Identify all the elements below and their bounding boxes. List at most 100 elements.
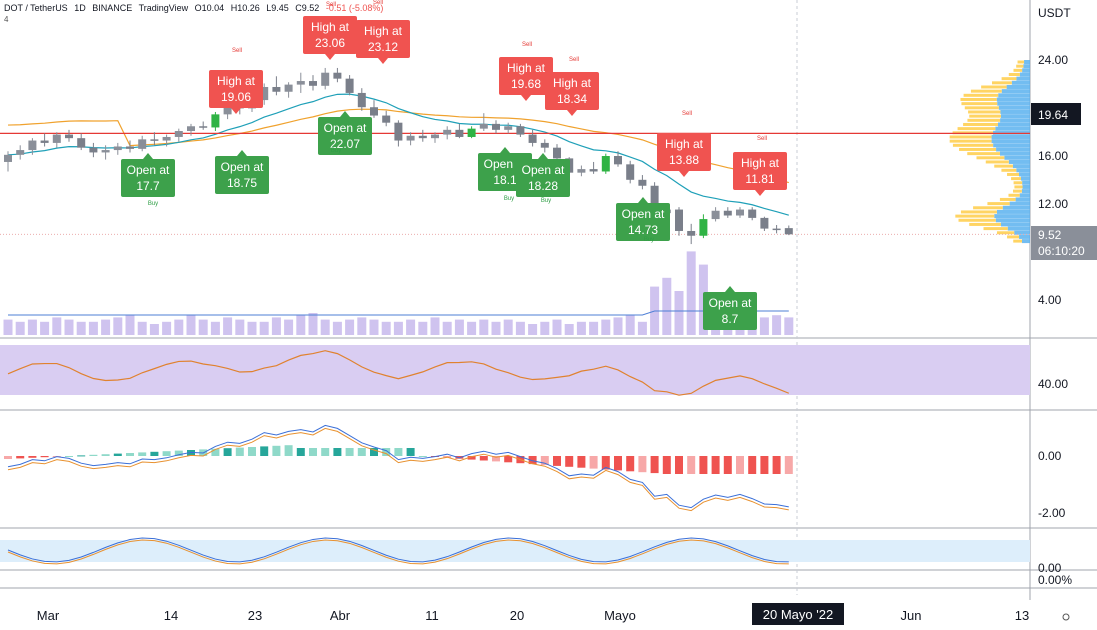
candle-body[interactable] [174,131,183,137]
candle-body[interactable] [784,228,793,235]
candle-body[interactable] [162,136,171,141]
volume-profile-bar [991,139,1030,144]
macd-histogram-bar [16,456,25,459]
candle-body[interactable] [150,139,159,141]
candle-body[interactable] [113,146,122,151]
volume-bar [235,319,245,335]
signal-value: 11.81 [745,172,774,186]
candle-body[interactable] [187,126,195,132]
candle-body[interactable] [309,81,317,86]
signal-box[interactable] [499,57,553,95]
signal-box[interactable] [516,159,570,197]
candle-body[interactable] [65,134,73,139]
candle-body[interactable] [272,86,281,92]
macd-histogram-bar [333,448,342,456]
candle-body[interactable] [77,138,86,148]
candle-body[interactable] [687,230,696,236]
signal-box[interactable] [318,117,372,155]
candle-body[interactable] [284,84,293,92]
candle-body[interactable] [492,123,500,130]
candle-body[interactable] [736,209,744,216]
candle-body[interactable] [370,107,378,116]
volume-profile-bar [1022,184,1030,189]
indicator-count: 4 [4,15,9,24]
candle-body[interactable] [418,135,427,139]
volume-bar [223,317,233,335]
symbol-name[interactable]: DOT / TetherUS [4,3,68,13]
candle-body[interactable] [540,142,549,148]
interval[interactable]: 1D [74,3,86,13]
candle-body[interactable] [40,140,49,143]
signal-box[interactable] [303,16,357,54]
candle-body[interactable] [601,156,610,172]
candle-body[interactable] [260,86,269,101]
volume-bar [564,324,574,335]
candle-body[interactable] [394,122,403,141]
signal-pointer [378,58,388,64]
candle-body[interactable] [650,185,659,214]
signal-box[interactable] [657,133,711,171]
candle-body[interactable] [223,106,232,115]
candle-body[interactable] [296,81,305,85]
candle-body[interactable] [357,92,366,108]
candle-body[interactable] [479,123,488,129]
macd-histogram-bar [528,456,537,465]
candle-body[interactable] [126,146,134,149]
volume-profile-bar [1013,181,1023,185]
candle-body[interactable] [431,134,439,139]
candle-body[interactable] [699,219,708,236]
candle-body[interactable] [711,210,720,220]
candle-body[interactable] [16,150,25,155]
candle-body[interactable] [321,72,330,86]
candle-body[interactable] [675,209,683,231]
candle-body[interactable] [199,126,208,128]
candle-body[interactable] [467,128,476,137]
settings-gear-icon[interactable] [1062,613,1070,621]
candle-body[interactable] [528,134,537,143]
candle-body[interactable] [382,115,391,123]
candle-body[interactable] [504,126,513,130]
candle-body[interactable] [4,154,12,162]
candle-body[interactable] [626,164,635,180]
volume-profile-bar [970,89,1002,93]
macd-histogram-bar [77,455,86,457]
candle-body[interactable] [748,209,757,218]
macd-histogram-bar [760,456,769,474]
candle-body[interactable] [723,210,732,216]
signal-box[interactable] [733,152,787,190]
candle-body[interactable] [638,179,647,186]
signal-label: High at [311,20,350,34]
signal-box[interactable] [215,156,269,194]
candle-body[interactable] [138,139,147,149]
signal-box[interactable] [356,20,410,58]
signal-box[interactable] [616,203,670,241]
volume-bar [479,319,489,335]
candle-body[interactable] [455,129,464,137]
candle-body[interactable] [614,156,622,165]
signal-box[interactable] [209,70,263,108]
candle-body[interactable] [577,169,586,173]
candle-body[interactable] [760,217,769,229]
candle-body[interactable] [406,135,415,141]
signal-box[interactable] [121,159,175,197]
level-price-tag [1031,103,1081,125]
candle-body[interactable] [211,114,220,128]
candle-body[interactable] [345,78,354,93]
signal-box[interactable] [545,72,599,110]
candle-body[interactable] [89,147,98,153]
candle-body[interactable] [553,147,561,159]
volume-profile-bar [993,143,1030,148]
volume-bar [759,317,769,335]
candle-body[interactable] [516,126,525,135]
candle-body[interactable] [333,72,342,79]
signal-box[interactable] [703,292,757,330]
candle-body[interactable] [101,150,110,153]
candle-body[interactable] [52,134,61,143]
candle-body[interactable] [28,140,37,151]
candle-body[interactable] [589,169,598,172]
last-price-text: 9.52 [1038,228,1062,242]
candle-body[interactable] [772,228,781,231]
candle-body[interactable] [443,129,452,135]
ohlc-close: C9.52 [295,3,320,13]
